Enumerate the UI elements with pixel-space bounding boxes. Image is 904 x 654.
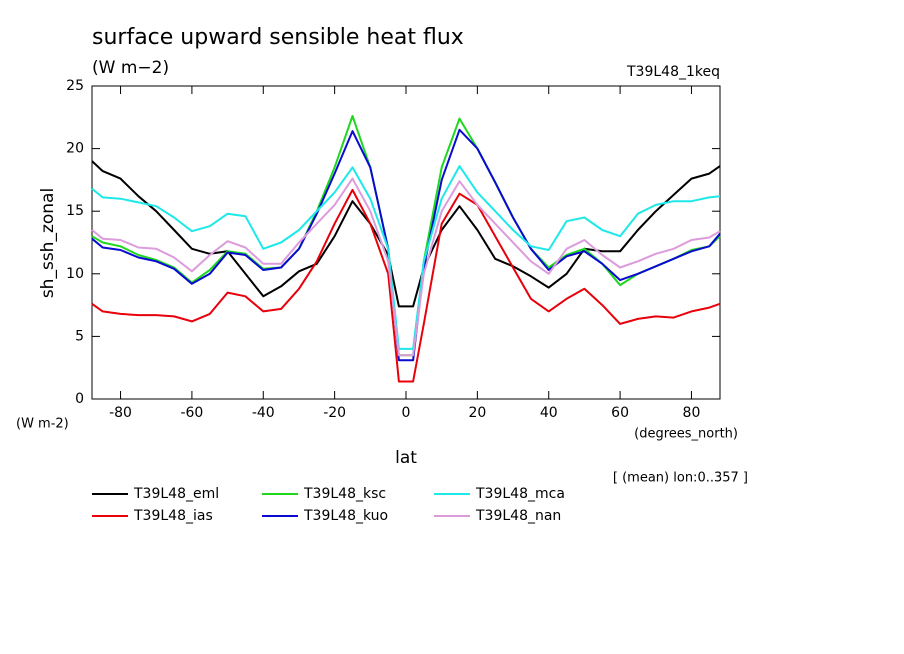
y-tick-label: 25: [66, 78, 84, 94]
x-tick-label: 40: [540, 405, 558, 421]
x-unit: (degrees_north): [634, 427, 738, 442]
x-axis-label: lat: [395, 448, 417, 468]
x-tick-label: -80: [109, 405, 132, 421]
legend-label: T39L48_nan: [475, 508, 561, 524]
x-tick-label: 80: [683, 405, 701, 421]
legend-label: T39L48_eml: [133, 486, 219, 502]
x-tick-label: -40: [252, 405, 275, 421]
x-tick-label: 60: [611, 405, 629, 421]
legend-label: T39L48_kuo: [303, 508, 388, 524]
x-tick-label: 0: [402, 405, 411, 421]
y-tick-label: 10: [66, 266, 84, 282]
annotation: T39L48_1keq: [626, 64, 720, 80]
chart-subtitle: (W m−2): [92, 58, 169, 78]
y-tick-label: 5: [75, 328, 84, 344]
footnote: [ (mean) lon:0..357 ]: [613, 471, 748, 486]
y-tick-label: 0: [75, 391, 84, 407]
x-tick-label: 20: [468, 405, 486, 421]
series-line: [91, 165, 721, 350]
series-line: [91, 188, 721, 383]
y-tick-label: 20: [66, 141, 84, 157]
y-unit: (W m-2): [16, 417, 69, 432]
series-line: [91, 128, 721, 362]
y-axis-label: sh_ssh_zonal: [38, 188, 58, 298]
series-line: [91, 177, 721, 357]
chart-title: surface upward sensible heat flux: [92, 25, 464, 50]
legend-label: T39L48_mca: [475, 486, 565, 502]
legend-label: T39L48_ias: [133, 508, 213, 524]
series-line: [91, 160, 721, 308]
x-tick-label: -60: [180, 405, 203, 421]
x-tick-label: -20: [323, 405, 346, 421]
legend-label: T39L48_ksc: [303, 486, 386, 502]
y-tick-label: 15: [66, 203, 84, 219]
